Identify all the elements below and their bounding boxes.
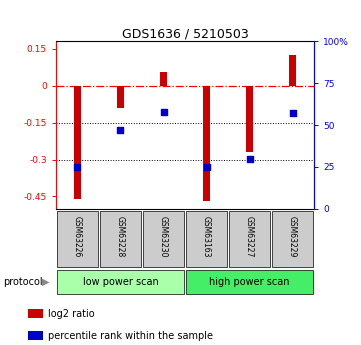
Text: GSM63229: GSM63229 <box>288 216 297 257</box>
Point <box>118 127 123 133</box>
Text: ▶: ▶ <box>42 277 49 287</box>
Text: high power scan: high power scan <box>209 277 290 287</box>
Bar <box>117 86 124 108</box>
Bar <box>229 210 270 267</box>
Bar <box>57 270 184 294</box>
Point <box>290 111 295 116</box>
Bar <box>143 210 184 267</box>
Text: GSM63226: GSM63226 <box>73 216 82 257</box>
Bar <box>203 86 210 201</box>
Text: GSM63163: GSM63163 <box>202 216 211 257</box>
Point <box>75 164 81 170</box>
Bar <box>272 210 313 267</box>
Bar <box>186 210 227 267</box>
Text: low power scan: low power scan <box>83 277 158 287</box>
Point <box>161 109 166 115</box>
Text: log2 ratio: log2 ratio <box>48 309 94 319</box>
Bar <box>100 210 141 267</box>
Text: GSM63227: GSM63227 <box>245 216 254 257</box>
Bar <box>160 72 168 86</box>
Bar <box>57 210 98 267</box>
Bar <box>246 86 253 152</box>
Point <box>204 164 209 170</box>
Bar <box>29 309 43 318</box>
Text: protocol: protocol <box>4 277 43 287</box>
Title: GDS1636 / 5210503: GDS1636 / 5210503 <box>122 27 248 40</box>
Bar <box>29 331 43 340</box>
Bar <box>289 55 296 86</box>
Text: GSM63230: GSM63230 <box>159 216 168 257</box>
Bar <box>186 270 313 294</box>
Text: percentile rank within the sample: percentile rank within the sample <box>48 331 213 341</box>
Point <box>247 156 252 161</box>
Text: GSM63228: GSM63228 <box>116 216 125 257</box>
Bar <box>74 86 81 199</box>
